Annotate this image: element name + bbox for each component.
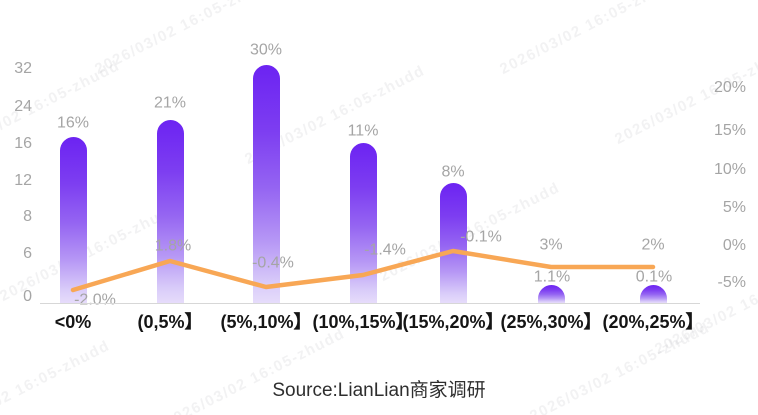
bar — [156, 120, 184, 303]
right-axis-tick: 0% — [722, 237, 746, 254]
watermark-text: 2026/03/02 16:05-zhudd — [497, 0, 683, 78]
left-axis-tick: 12 — [14, 172, 32, 189]
x-axis-label: (10%,15%】 — [312, 312, 414, 332]
left-axis-tick: 16 — [14, 135, 32, 152]
bar — [537, 285, 565, 303]
line-value-label: -0.1% — [460, 228, 502, 246]
line-value-label: -1.4% — [364, 241, 406, 259]
x-axis-label: <0% — [54, 312, 92, 332]
x-axis-label: (0,5%】 — [137, 312, 203, 332]
line-value-label: -0.4% — [252, 254, 294, 272]
line-value-label: 1.8% — [154, 237, 192, 255]
bar-value-label: 8% — [441, 163, 465, 181]
x-axis-label: (25%,30%】 — [500, 312, 602, 332]
watermark-text: 2026/03/02 16:05-zhudd — [0, 337, 113, 415]
right-axis-tick: 5% — [722, 199, 746, 216]
bar-value-label: 11% — [347, 122, 379, 140]
bar-value-label: 2% — [641, 236, 665, 254]
x-axis-label: (20%,25%】 — [602, 312, 704, 332]
source-caption: Source:LianLian商家调研 — [272, 380, 486, 401]
bar — [59, 137, 87, 303]
left-axis-tick: 8 — [23, 208, 32, 225]
right-axis-tick: -5% — [717, 274, 746, 291]
x-axis-label: (15%,20%】 — [402, 312, 504, 332]
left-axis-tick: 0 — [23, 288, 32, 305]
x-axis-label: (5%,10%】 — [220, 312, 312, 332]
x-axis-line — [40, 303, 700, 304]
bar-value-label: 30% — [249, 41, 283, 59]
bar-value-label: 3% — [539, 236, 563, 254]
line-value-label: -2.0% — [74, 291, 116, 309]
bar-value-label: 16% — [56, 114, 90, 132]
right-axis-tick: 15% — [713, 122, 746, 139]
left-axis-tick: 24 — [14, 98, 32, 115]
bar-value-label: 21% — [153, 94, 187, 112]
left-axis-tick: 6 — [23, 245, 32, 262]
right-axis-tick: 20% — [713, 79, 746, 96]
watermark-text: 2026/03/02 16:05-zhudd — [92, 0, 278, 78]
right-axis-tick: 10% — [713, 161, 746, 178]
bar — [639, 285, 667, 303]
bar — [349, 143, 377, 303]
left-axis-tick: 32 — [14, 60, 32, 77]
line-value-label: 0.1% — [635, 268, 673, 286]
line-value-label: 1.1% — [533, 268, 571, 286]
